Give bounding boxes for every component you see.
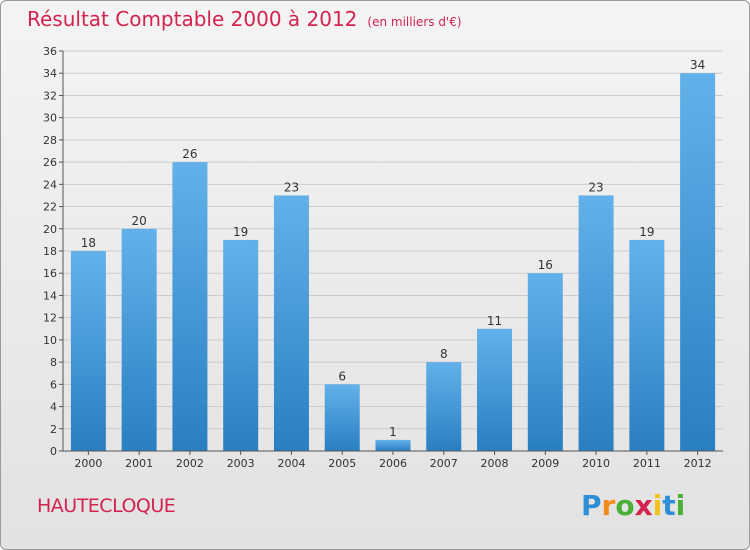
x-tick-label: 2003 [227, 457, 255, 470]
y-tick-label: 10 [43, 334, 57, 347]
y-tick-label: 34 [43, 67, 57, 80]
y-tick-label: 36 [43, 45, 57, 58]
logo-letter: P [581, 489, 602, 522]
logo-letter: i [652, 489, 663, 522]
y-tick-label: 0 [50, 445, 57, 458]
value-label-2003: 19 [233, 225, 248, 239]
value-label-2011: 19 [639, 225, 654, 239]
logo-letter: x [634, 489, 653, 522]
y-tick-label: 32 [43, 89, 57, 102]
x-tick-label: 2005 [328, 457, 356, 470]
bar-2008 [477, 328, 513, 451]
value-label-2006: 1 [389, 425, 397, 439]
chart-title: Résultat Comptable 2000 à 2012 (en millie… [27, 7, 462, 31]
y-tick-label: 8 [50, 356, 57, 369]
x-tick-label: 2009 [531, 457, 559, 470]
x-axis: 2000 2001 2002 2003 2004 2005 2006 2007 2008 2009… [63, 450, 723, 470]
x-tick-label: 2012 [684, 457, 712, 470]
x-tick-label: 2002 [176, 457, 204, 470]
logo-letter: o [615, 489, 635, 522]
value-label-2010: 23 [588, 180, 603, 194]
y-tick-label: 30 [43, 112, 57, 125]
value-label-2000: 18 [81, 236, 96, 250]
y-tick-label: 22 [43, 201, 57, 214]
x-tick-label: 2000 [74, 457, 102, 470]
value-label-2007: 8 [440, 347, 448, 361]
bar-2009 [527, 273, 563, 451]
bar-2012 [680, 73, 716, 451]
bar-2011 [629, 239, 665, 451]
bar-2006 [375, 439, 411, 451]
y-tick-label: 14 [43, 289, 57, 302]
x-tick-label: 2006 [379, 457, 407, 470]
x-tick-label: 2008 [481, 457, 509, 470]
y-tick-label: 6 [50, 378, 57, 391]
title-text: Résultat Comptable 2000 à 2012 [27, 7, 358, 31]
chart-subtitle: (en milliers d'€) [367, 15, 462, 29]
bars [70, 73, 716, 451]
value-label-2004: 23 [284, 180, 299, 194]
bar-2000 [70, 251, 106, 451]
bar-2001 [121, 228, 157, 451]
x-tick-label: 2001 [125, 457, 153, 470]
gridlines [63, 50, 723, 452]
proxiti-logo: Proxiti [581, 489, 685, 522]
bar-2004 [273, 195, 309, 451]
logo-letter: i [675, 489, 686, 522]
y-tick-label: 2 [50, 423, 57, 436]
y-tick-label: 18 [43, 245, 57, 258]
x-tick-label: 2004 [277, 457, 305, 470]
y-tick-label: 16 [43, 267, 57, 280]
y-tick-label: 20 [43, 223, 57, 236]
y-tick-label: 4 [50, 401, 57, 414]
value-label-2012: 34 [690, 58, 705, 72]
bar-2003 [223, 239, 259, 451]
x-tick-label: 2007 [430, 457, 458, 470]
value-label-2005: 6 [338, 369, 346, 383]
bar-2010 [578, 195, 614, 451]
value-label-2008: 11 [487, 314, 502, 328]
y-tick-label: 26 [43, 156, 57, 169]
logo-letter: t [662, 489, 676, 522]
value-label-2001: 20 [132, 214, 147, 228]
x-tick-label: 2010 [582, 457, 610, 470]
x-tick-label: 2011 [633, 457, 661, 470]
bar-2005 [324, 384, 360, 451]
y-tick-label: 12 [43, 312, 57, 325]
bar-2007 [426, 362, 462, 451]
logo-letter: r [601, 489, 616, 522]
y-tick-label: 24 [43, 178, 57, 191]
value-label-2009: 16 [538, 258, 553, 272]
value-label-2002: 26 [182, 147, 197, 161]
commune-name: HAUTECLOQUE [37, 495, 176, 517]
bar-2002 [172, 162, 208, 451]
y-tick-label: 28 [43, 134, 57, 147]
